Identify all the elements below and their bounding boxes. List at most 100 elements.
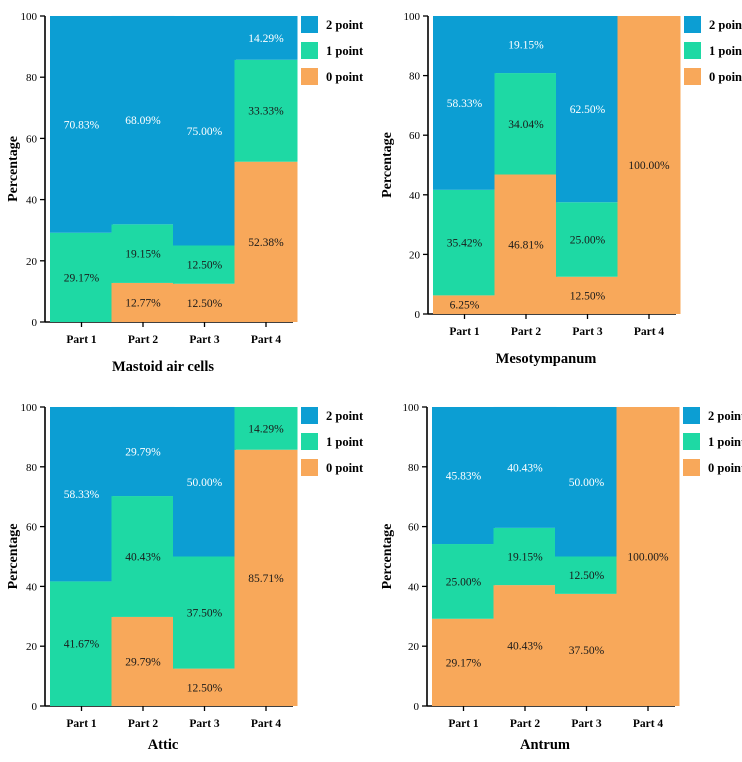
y-tick-label: 0 (415, 309, 421, 321)
bar-segment-2-point-part-3 (555, 407, 618, 557)
bar-segment-0-point-part-3 (555, 593, 618, 706)
bar-segment-1-point-part-1 (50, 581, 113, 706)
y-tick-label: 100 (21, 11, 38, 23)
bar-segment-0-point-part-2 (111, 282, 175, 322)
data-label: 40.43% (125, 551, 161, 563)
data-label: 12.50% (187, 298, 223, 310)
bar-segment-2-point-part-1 (50, 407, 113, 582)
data-label: 100.00% (628, 160, 670, 172)
y-axis-title: Percentage (380, 524, 395, 590)
chart-panel-1: 0 20 40 60 80 100 Percentage 29.17% 70.83% Part 1… (6, 11, 364, 375)
y-tick-label: 20 (408, 641, 420, 653)
chart-title: Antrum (520, 737, 570, 753)
y-axis-title: Percentage (380, 132, 395, 198)
x-category-label: Part 2 (128, 718, 159, 730)
data-label: 14.29% (248, 33, 284, 45)
data-label: 50.00% (187, 477, 223, 489)
data-label: 52.38% (248, 237, 284, 249)
bar-segment-2-point-part-4 (234, 16, 298, 60)
data-label: 34.04% (508, 119, 544, 131)
legend-swatch-1-point (684, 42, 701, 59)
bar-segment-0-point-part-3 (173, 668, 236, 706)
x-category-label: Part 4 (251, 718, 282, 730)
data-label: 25.00% (446, 576, 482, 588)
bar-segment-0-point-part-4 (234, 449, 298, 706)
bar-segment-1-point-part-3 (173, 245, 236, 284)
y-axis-title: Percentage (6, 136, 21, 202)
bar-segment-1-point-part-2 (493, 527, 557, 586)
data-label: 45.83% (446, 471, 482, 483)
y-tick-label: 80 (409, 71, 421, 83)
legend-swatch-1-point (683, 433, 700, 450)
bar-segment-2-point-part-3 (173, 407, 236, 557)
y-tick-label: 40 (26, 581, 38, 593)
x-category-label: Part 1 (448, 718, 479, 730)
chart-title: Mesotympanum (496, 351, 597, 367)
bar-segment-2-point-part-3 (556, 16, 619, 203)
bar-segment-1-point-part-2 (111, 496, 175, 617)
data-label: 29.79% (125, 447, 161, 459)
x-category-label: Part 3 (189, 718, 220, 730)
y-tick-label: 100 (21, 402, 38, 414)
data-label: 41.67% (64, 639, 100, 651)
legend-label: 2 point (326, 409, 364, 423)
bar-segment-0-point-part-1 (432, 618, 495, 706)
y-tick-label: 80 (408, 462, 420, 474)
data-label: 12.50% (570, 290, 606, 302)
y-tick-label: 80 (26, 462, 38, 474)
bar-segment-2-point-part-2 (111, 406, 175, 497)
data-label: 85.71% (248, 573, 284, 585)
y-tick-label: 0 (32, 317, 38, 329)
x-category-label: Part 4 (633, 718, 664, 730)
x-category-label: Part 4 (251, 334, 282, 346)
y-axis-title: Percentage (6, 524, 21, 590)
legend-label: 1 point (326, 435, 364, 449)
x-category-label: Part 2 (510, 718, 541, 730)
y-tick-label: 20 (26, 256, 38, 268)
bar-segment-1-point-part-3 (173, 556, 236, 669)
legend-label: 2 point (708, 409, 742, 423)
legend-label: 1 point (326, 44, 364, 58)
legend-swatch-0-point (683, 459, 700, 476)
legend-swatch-1-point (301, 433, 318, 450)
bar-segment-2-point-part-1 (50, 16, 113, 233)
bar-segment-0-point-part-3 (556, 276, 619, 314)
data-label: 68.09% (125, 115, 161, 127)
data-label: 58.33% (447, 98, 483, 110)
bar-segment-0-point-part-4 (616, 407, 680, 706)
x-category-label: Part 3 (572, 326, 603, 338)
bar-segment-1-point-part-1 (433, 189, 496, 296)
y-tick-label: 60 (26, 522, 38, 534)
x-category-label: Part 2 (511, 326, 542, 338)
y-tick-label: 40 (26, 195, 38, 207)
y-tick-label: 60 (408, 522, 420, 534)
bar-segment-2-point-part-2 (494, 16, 558, 74)
x-category-label: Part 2 (128, 334, 159, 346)
bar-segment-1-point-part-3 (556, 202, 619, 277)
y-tick-label: 60 (26, 133, 38, 145)
bar-segment-2-point-part-1 (432, 407, 495, 545)
x-category-label: Part 1 (66, 334, 97, 346)
data-label: 35.42% (447, 238, 483, 250)
y-tick-label: 80 (26, 72, 38, 84)
data-label: 19.15% (507, 551, 543, 563)
data-label: 58.33% (64, 489, 100, 501)
bar-segment-0-point-part-4 (617, 16, 681, 314)
legend-swatch-2-point (684, 16, 701, 33)
legend-label: 0 point (326, 70, 364, 84)
data-label: 19.15% (125, 249, 161, 261)
data-label: 12.50% (187, 682, 223, 694)
y-tick-label: 60 (409, 130, 421, 142)
x-category-label: Part 3 (189, 334, 220, 346)
legend-swatch-1-point (301, 42, 318, 59)
bar-segment-1-point-part-2 (111, 224, 175, 283)
legend-label: 0 point (709, 70, 742, 84)
data-label: 37.50% (569, 645, 605, 657)
legend-label: 1 point (709, 44, 742, 58)
bar-segment-2-point-part-3 (173, 16, 236, 246)
data-label: 6.25% (450, 300, 480, 312)
data-label: 19.15% (508, 40, 544, 52)
chart-panel-2: 0 20 40 60 80 100 Percentage 6.25% 35.42% 58.33% P… (380, 11, 742, 367)
